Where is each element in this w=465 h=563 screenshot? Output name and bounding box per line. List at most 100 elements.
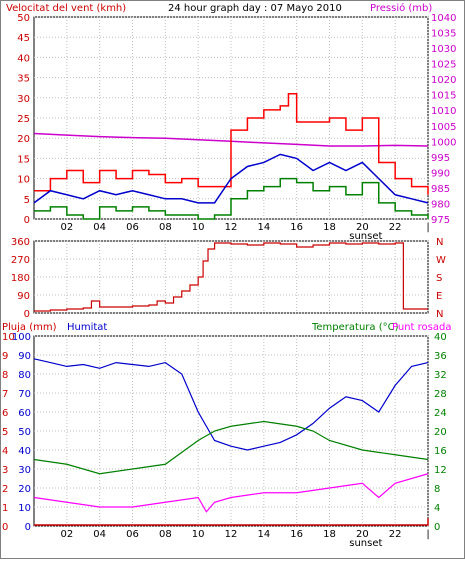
x-tick-label: 08 <box>159 222 172 233</box>
sunset-marker-bottom: sunset <box>349 538 382 549</box>
wind-y-tick-label: 20 <box>17 134 30 145</box>
rain-y-tick-label: 9 <box>2 351 8 362</box>
rain-y-tick-label: 4 <box>2 446 8 457</box>
humidity-y-tick-label: 60 <box>18 408 31 419</box>
wind-y-tick-label: 25 <box>17 114 30 125</box>
x-tick-label: 06 <box>126 222 139 233</box>
wind-y-tick-label: 0 <box>24 215 30 226</box>
pressure-y-tick-label: 990 <box>431 168 450 179</box>
dewpoint-line <box>33 473 429 513</box>
x-tick-label: | <box>426 222 429 233</box>
x-tick-label: 06 <box>126 529 139 540</box>
direction-y-tick-label: 90 <box>17 291 30 302</box>
pressure-y-tick-label: 1035 <box>431 29 456 40</box>
x-tick-label: 18 <box>323 529 336 540</box>
rain-y-tick-label: 8 <box>2 370 8 381</box>
x-tick-label: 16 <box>290 222 303 233</box>
humidity-y-tick-label: 80 <box>18 370 31 381</box>
dewpoint-label: Punt rosada <box>392 322 451 333</box>
direction-y-tick-label: 270 <box>11 255 30 266</box>
humidity-y-tick-label: 100 <box>12 332 31 343</box>
pressure-y-tick-label: 1020 <box>431 75 456 86</box>
rain-y-tick-label: 7 <box>2 389 8 400</box>
x-tick-label: 18 <box>323 222 336 233</box>
humidity-y-tick-label: 90 <box>18 351 31 362</box>
pressure-y-tick-label: 1000 <box>431 137 456 148</box>
compass-label: W <box>436 255 446 266</box>
pressure-y-tick-label: 995 <box>431 153 450 164</box>
x-tick-label: 20 <box>356 222 369 233</box>
pressure-y-tick-label: 1030 <box>431 44 456 55</box>
x-tick-label: 22 <box>389 529 402 540</box>
pressure-y-tick-label: 975 <box>431 215 450 226</box>
wind-y-tick-label: 45 <box>17 33 30 44</box>
temperature-y-tick-label: 20 <box>434 427 447 438</box>
wind-y-tick-label: 35 <box>17 74 30 85</box>
direction-y-tick-label: 0 <box>24 309 30 320</box>
temperature-y-tick-label: 0 <box>434 522 440 533</box>
x-tick-label: 12 <box>225 529 238 540</box>
pressure-label: Pressió (mb) <box>370 2 432 14</box>
humidity-y-tick-label: 70 <box>18 389 31 400</box>
humidity-line <box>33 358 429 451</box>
wind-y-tick-label: 50 <box>17 13 30 24</box>
compass-label: N <box>436 309 443 320</box>
x-tick-label: 04 <box>93 222 106 233</box>
chart-title: 24 hour graph day : 07 Mayo 2010 <box>168 3 342 14</box>
wind-min-line <box>34 177 429 220</box>
humidity-y-tick-label: 10 <box>18 503 31 514</box>
temperature-y-tick-label: 28 <box>434 389 447 400</box>
x-tick-label: 20 <box>356 529 369 540</box>
direction-y-tick-label: 180 <box>11 273 30 284</box>
pressure-y-tick-label: 980 <box>431 199 450 210</box>
compass-label: S <box>436 273 442 284</box>
pressure-y-tick-label: 1010 <box>431 106 456 117</box>
humidity-y-tick-label: 0 <box>25 522 31 533</box>
wind-direction-line <box>34 242 428 312</box>
humidity-y-tick-label: 50 <box>18 427 31 438</box>
x-tick-label: 14 <box>257 222 270 233</box>
x-tick-label: 22 <box>389 222 402 233</box>
x-tick-label: 10 <box>192 529 205 540</box>
temperature-y-tick-label: 12 <box>434 465 447 476</box>
compass-label: E <box>436 291 442 302</box>
x-tick-label: 14 <box>257 529 270 540</box>
x-tick-label: 08 <box>159 529 172 540</box>
temperature-y-tick-label: 8 <box>434 484 440 495</box>
x-tick-label: 16 <box>290 529 303 540</box>
rain-line <box>34 518 429 526</box>
x-tick-label: 12 <box>225 222 238 233</box>
wind-y-tick-label: 15 <box>17 154 30 165</box>
temperature-y-tick-label: 40 <box>434 332 447 343</box>
rain-label: Pluja (mm) <box>2 322 57 333</box>
x-tick-label: 04 <box>93 529 106 540</box>
temperature-y-tick-label: 16 <box>434 446 447 457</box>
x-tick-label: 02 <box>60 529 73 540</box>
rain-y-tick-label: 1 <box>2 503 8 514</box>
series-lines <box>33 93 429 526</box>
rain-y-tick-label: 2 <box>2 484 8 495</box>
direction-y-tick-label: 360 <box>11 237 30 248</box>
sunset-marker-top: sunset <box>349 231 382 242</box>
pressure-y-tick-label: 985 <box>431 184 450 195</box>
rain-y-tick-label: 5 <box>2 427 8 438</box>
axis-labels: 02 04 06 08 10 12 14 16 18 20 22 |02 04 06 08 10 12 14 16 1… <box>2 13 456 540</box>
grid-lines <box>34 16 429 527</box>
wind-y-tick-label: 30 <box>17 94 30 105</box>
temperature-y-tick-label: 4 <box>434 503 440 514</box>
pressure-y-tick-label: 1005 <box>431 122 456 133</box>
pressure-y-tick-label: 1015 <box>431 91 456 102</box>
rain-y-tick-label: 10 <box>2 332 15 343</box>
x-tick-label: 02 <box>60 222 73 233</box>
temperature-y-tick-label: 36 <box>434 351 447 362</box>
wind-y-tick-label: 10 <box>17 175 30 186</box>
rain-y-tick-label: 3 <box>2 465 8 476</box>
temperature-label: Temperatura (°C) <box>311 322 399 333</box>
humidity-y-tick-label: 40 <box>18 446 31 457</box>
wind-y-tick-label: 5 <box>24 195 30 206</box>
x-tick-label: | <box>426 529 429 540</box>
rain-y-tick-label: 6 <box>2 408 8 419</box>
humidity-label: Humitat <box>67 322 107 333</box>
